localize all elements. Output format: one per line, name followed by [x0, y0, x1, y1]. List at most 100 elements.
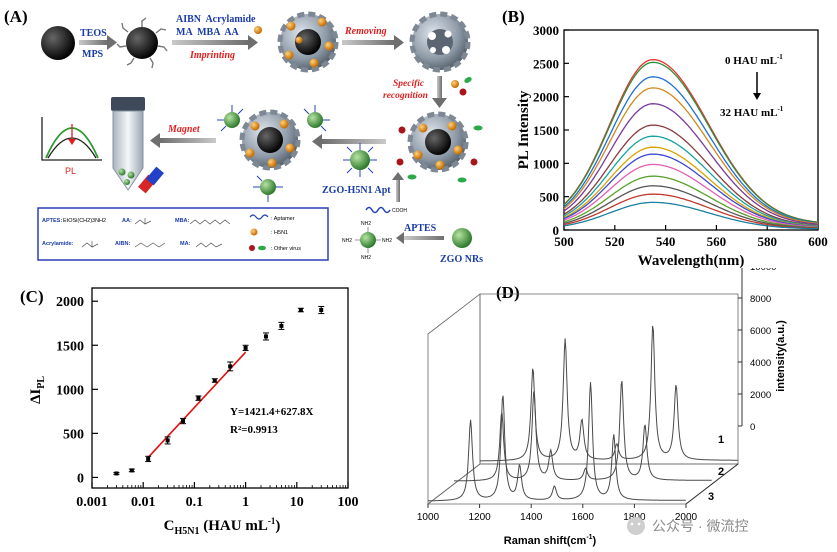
arrow-left-3-head — [396, 232, 404, 244]
panel-d-raman-chart: (D) 100012001400160018002000020004000600… — [417, 268, 787, 547]
annotation-top: 0 HAU mL-1 — [725, 53, 783, 67]
x-axis-label: CH5N1 (HAU mL-1) — [164, 516, 281, 537]
y-axis-label: ΔIPL — [28, 376, 47, 404]
series-s7 — [563, 135, 819, 227]
reagents-bottom-label: MA MBA AA — [176, 27, 240, 38]
series-s13 — [563, 193, 818, 229]
data-point-3 — [164, 436, 171, 445]
floor-plane — [426, 463, 740, 505]
y-tick-label-0: 0 — [750, 422, 755, 433]
series-s10 — [563, 163, 819, 228]
x-tick-label-0: 0.001 — [76, 495, 108, 510]
x-tick-label-1: 1200 — [468, 512, 491, 523]
y-tick-label-4: 2000 — [56, 295, 84, 310]
y-tick-label-1: 500 — [540, 190, 560, 205]
series-s8 — [563, 146, 819, 227]
annotation-bottom: 32 HAU mL-1 — [720, 105, 784, 119]
x-tick-label-1: 0.01 — [131, 495, 156, 510]
watermark-text: 公众号 · 微流控 — [652, 518, 748, 534]
data-point-9 — [262, 332, 269, 341]
svg-text:AIBN:: AIBN: — [115, 241, 130, 247]
svg-text:: H5N1: : H5N1 — [271, 230, 288, 236]
mip-cavity-particle-icon — [409, 11, 471, 73]
depth-axis — [685, 463, 739, 505]
series-s11 — [563, 175, 819, 229]
y-tick-label-3: 1500 — [533, 123, 559, 138]
depth-label-3: 3 — [708, 491, 714, 503]
reagents-top-label: AIBN Acrylamide — [176, 14, 256, 25]
x-tick-label-3: 560 — [707, 234, 727, 249]
y-axis-label: intensity(a.u.) — [775, 320, 787, 392]
removing-label: Removing — [344, 26, 387, 37]
data-point-1 — [128, 468, 135, 473]
magnet-label: Magnet — [167, 124, 201, 135]
x-tick-label-2: 540 — [656, 234, 676, 249]
svg-text:EtOSi(CH2)3NH2: EtOSi(CH2)3NH2 — [63, 218, 106, 224]
y-axis-label: PL Intensity — [516, 90, 532, 169]
depth-label-2: 2 — [718, 466, 724, 478]
y-tick-label-2: 4000 — [750, 358, 771, 369]
data-point-6 — [211, 378, 218, 383]
arrow-1 — [79, 40, 107, 45]
svg-text:NH2: NH2 — [382, 238, 392, 244]
data-point-8 — [242, 344, 249, 352]
zgo-nh2-particle-icon: NH2 NH2 NH2 NH2 — [342, 221, 392, 261]
arrow-left-1-head — [312, 134, 322, 149]
arrow-left-3 — [404, 236, 444, 240]
panel-a: (A) TEOS MPS AIBN Acrylamide MA MBA AA I… — [4, 7, 483, 265]
svg-text:MA:: MA: — [180, 241, 191, 247]
teos-label: TEOS — [80, 28, 107, 39]
fit-line — [147, 351, 247, 459]
arrow-down-head — [432, 98, 447, 108]
side-plane — [427, 293, 481, 505]
data-point-2 — [145, 455, 152, 463]
svg-text:NH2: NH2 — [361, 255, 371, 261]
zgo-nrs-label: ZGO NRs — [440, 254, 483, 265]
back-plane — [479, 293, 739, 465]
arrow-2-head — [248, 35, 258, 50]
recognition-label: recognition — [383, 91, 428, 101]
y-tick-label-1: 2000 — [750, 390, 771, 401]
watermark: 公众号 · 微流控 — [627, 517, 748, 535]
arrow-3 — [342, 40, 394, 45]
data-point-11 — [297, 307, 304, 313]
arrow-up-head — [392, 172, 404, 180]
raman-spectrum-1 — [428, 382, 686, 502]
series-s5 — [563, 103, 819, 225]
data-point-10 — [278, 321, 285, 330]
series-s3 — [563, 76, 819, 224]
x-tick-label-5: 2000 — [675, 512, 698, 523]
annotation-arrow-head — [753, 93, 761, 100]
reagent-legend-box: APTES: EtOSi(CH2)3NH2 AA: MBA: : Aptamer… — [37, 207, 329, 261]
zgo-apt-label: ZGO-H5N1 Apt — [322, 185, 391, 196]
aptamer-wave-icon — [365, 206, 391, 214]
arrow-3-head — [394, 35, 404, 50]
arrow-left-2-head — [150, 133, 160, 148]
y-tick-label-0: 0 — [77, 471, 84, 486]
zgo-aptamer-icon — [343, 143, 377, 177]
series-s12 — [563, 185, 819, 229]
x-tick-label-0: 500 — [554, 234, 574, 249]
y-tick-label-2: 1000 — [533, 156, 559, 171]
series-s1 — [563, 58, 819, 223]
pl-mini-label: PL — [65, 166, 76, 176]
fit-r2: R²=0.9913 — [230, 424, 278, 436]
y-tick-label-1: 500 — [63, 427, 84, 442]
svg-text:MBA:: MBA: — [175, 218, 190, 224]
x-tick-label-2: 1400 — [520, 512, 543, 523]
silanized-core-icon — [116, 17, 168, 69]
arrow-down — [437, 76, 442, 98]
svg-text:NH2: NH2 — [342, 238, 352, 244]
arrow-1-head — [107, 35, 117, 50]
data-point-5 — [195, 395, 202, 401]
x-tick-label-5: 600 — [808, 234, 828, 249]
reagent-dot-icon — [254, 26, 262, 34]
plot-frame — [91, 287, 349, 489]
svg-text:Acrylamide:: Acrylamide: — [42, 241, 74, 247]
y-tick-label-4: 2000 — [533, 90, 559, 105]
centrifuge-tube-icon — [111, 97, 164, 194]
arrow-up — [396, 178, 400, 202]
x-axis-label: Raman shift(cm-1) — [504, 534, 597, 547]
